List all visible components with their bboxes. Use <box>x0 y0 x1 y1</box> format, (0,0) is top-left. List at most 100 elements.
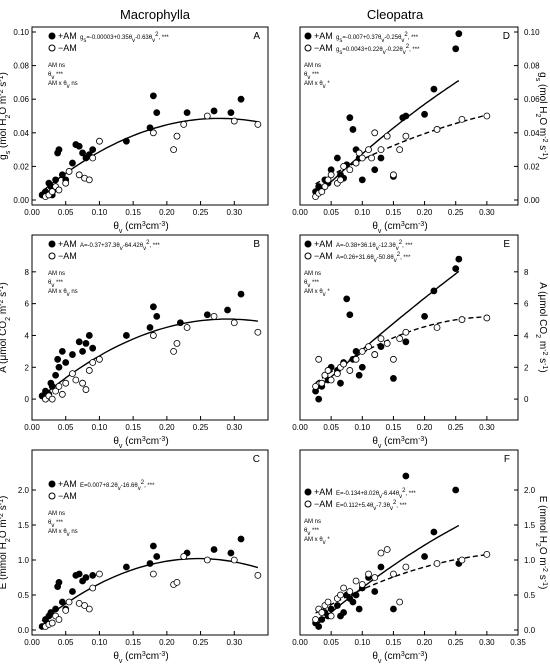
data-point-plus-am <box>69 351 76 358</box>
data-point-plus-am <box>62 359 70 366</box>
legend-label-plus-am: +AM <box>314 239 333 249</box>
x-tick-label: 0.05 <box>58 208 74 217</box>
data-point-plus-am <box>123 332 130 339</box>
data-point-minus-am <box>318 609 326 616</box>
data-point-minus-am <box>402 563 410 571</box>
data-point-plus-am <box>58 171 66 179</box>
data-point-minus-am <box>254 572 262 579</box>
data-point-plus-am <box>455 255 463 263</box>
y-tick-label: 4 <box>25 331 30 340</box>
y-tick-label: 0.02 <box>524 162 540 171</box>
y-tick-label: 8 <box>524 268 529 277</box>
x-tick-label: 0.15 <box>125 638 141 647</box>
x-tick-label: 0.25 <box>193 638 209 647</box>
data-point-plus-am <box>58 598 66 606</box>
plot-frame <box>31 26 269 206</box>
data-point-plus-am <box>146 560 154 567</box>
data-point-minus-am <box>377 549 385 557</box>
x-tick-label: 0.15 <box>125 423 141 432</box>
y-tick-label: 4 <box>524 331 529 340</box>
data-point-minus-am <box>55 382 63 390</box>
data-point-plus-am <box>455 30 463 38</box>
y-tick-label: 2.0 <box>524 486 536 495</box>
data-point-minus-am <box>69 370 76 378</box>
y-tick-label: 0.10 <box>13 28 29 37</box>
data-point-plus-am <box>89 344 97 352</box>
y-tick-label: 0.5 <box>524 591 536 600</box>
data-point-minus-am <box>82 386 90 393</box>
data-point-minus-am <box>48 188 56 196</box>
legend-marker-minus-am <box>304 252 312 260</box>
data-point-plus-am <box>203 311 211 319</box>
anova-stat: AM ns <box>304 519 321 525</box>
data-point-minus-am <box>173 340 181 347</box>
data-point-minus-am <box>180 553 188 560</box>
data-point-plus-am <box>54 355 62 363</box>
legend-label-plus-am: +AM <box>58 239 77 249</box>
panel-letter: B <box>253 239 260 250</box>
data-point-plus-am <box>52 176 59 184</box>
x-tick-label: 0.05 <box>323 638 339 647</box>
legend-label-minus-am: −AM <box>314 499 333 509</box>
data-point-minus-am <box>365 343 372 350</box>
plot-frame <box>299 449 519 636</box>
legend-marker-plus-am <box>48 240 56 248</box>
y-tick-label: 6 <box>25 300 30 309</box>
data-point-plus-am <box>79 149 86 157</box>
data-point-minus-am <box>458 316 466 323</box>
y-tick-label: 0.06 <box>524 95 540 104</box>
data-point-minus-am <box>383 546 391 553</box>
data-point-minus-am <box>55 186 63 194</box>
data-point-plus-am <box>69 588 76 595</box>
data-point-minus-am <box>377 335 385 343</box>
data-point-minus-am <box>230 319 238 327</box>
data-point-plus-am <box>430 85 438 93</box>
data-point-minus-am <box>75 171 83 179</box>
data-point-minus-am <box>230 556 238 564</box>
data-point-plus-am <box>349 126 357 133</box>
data-point-minus-am <box>402 328 410 336</box>
plot-frame <box>299 26 519 206</box>
x-tick-label: 0.15 <box>386 638 402 647</box>
x-tick-label: 0.30 <box>226 208 242 217</box>
data-point-minus-am <box>327 171 335 179</box>
data-point-plus-am <box>421 553 428 560</box>
data-point-plus-am <box>315 395 323 403</box>
column-title-cleopatra: Cleopatra <box>367 7 424 22</box>
data-point-minus-am <box>52 387 59 395</box>
data-point-minus-am <box>390 171 397 179</box>
x-tick-label: 0.05 <box>323 423 339 432</box>
x-axis-label: θv (cm3cm-3) <box>113 221 168 235</box>
data-point-plus-am <box>340 609 348 616</box>
data-point-plus-am <box>352 591 360 599</box>
data-point-plus-am <box>358 363 366 371</box>
data-point-plus-am <box>377 154 385 162</box>
data-point-minus-am <box>85 605 93 613</box>
data-point-minus-am <box>483 314 491 322</box>
data-point-minus-am <box>365 570 372 578</box>
equation-plus-am: E=-0.134+8.02θv-6.44θv2, *** <box>336 488 416 500</box>
plot-frame <box>31 449 269 636</box>
equation-plus-am: A=-0.37+37.3θv-64.42θv2, *** <box>80 240 160 252</box>
data-point-minus-am <box>79 379 86 387</box>
panel-letter: D <box>503 31 510 42</box>
x-tick-label: 0.10 <box>92 638 108 647</box>
equation-plus-am: gs=-0.007+0.37θv-0.25θv2, *** <box>336 32 419 44</box>
data-point-minus-am <box>230 117 238 125</box>
data-point-plus-am <box>315 623 323 630</box>
data-point-plus-am <box>452 45 460 53</box>
x-tick-label: 0.20 <box>417 638 433 647</box>
equation-minus-am: gs=0.0043+0.22θv-0.22θv2, *** <box>336 44 420 56</box>
data-point-plus-am <box>123 137 130 145</box>
legend-marker-minus-am <box>304 44 312 52</box>
anova-stat: AM x θv ns <box>48 529 78 538</box>
data-point-plus-am <box>346 114 354 122</box>
data-point-minus-am <box>337 176 344 184</box>
y-axis-label: E (mmol H2O m-2 s-1) <box>0 496 12 590</box>
data-point-plus-am <box>123 563 130 571</box>
data-point-minus-am <box>358 347 366 355</box>
data-point-minus-am <box>321 183 329 190</box>
data-point-plus-am <box>355 371 363 379</box>
x-tick-label: 0.15 <box>125 208 141 217</box>
y-tick-label: 0.0 <box>18 626 30 635</box>
